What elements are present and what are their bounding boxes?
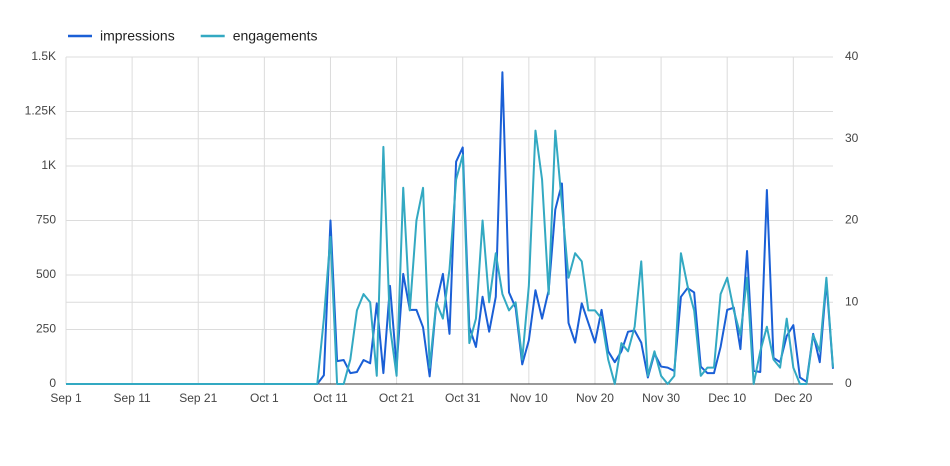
x-tick-label: Sep 21: [179, 391, 217, 405]
series-line: [66, 71, 834, 385]
y-tick-label: 750: [36, 213, 56, 227]
y-tick-label: 1K: [41, 158, 56, 172]
x-tick-label: Dec 10: [708, 391, 746, 405]
x-tick-label: Nov 10: [510, 391, 548, 405]
y2-tick-label: 10: [845, 294, 859, 308]
x-tick-label: Oct 31: [445, 391, 481, 405]
y2-tick-label: 0: [845, 376, 852, 390]
legend-label: impressions: [100, 28, 175, 44]
x-tick-label: Oct 1: [250, 391, 279, 405]
x-tick-label: Oct 11: [313, 391, 348, 405]
x-tick-label: Sep 1: [50, 391, 82, 405]
legend-label: engagements: [233, 28, 318, 44]
y-tick-label: 1.25K: [25, 104, 56, 118]
x-tick-label: Sep 11: [114, 391, 151, 405]
series-line: [66, 129, 834, 385]
y-tick-label: 250: [36, 322, 56, 336]
y2-tick-label: 40: [845, 49, 859, 63]
x-tick-label: Oct 21: [379, 391, 415, 405]
y-tick-label: 0: [49, 376, 56, 390]
y2-tick-label: 30: [845, 131, 859, 145]
y-tick-label: 500: [36, 267, 56, 281]
x-tick-label: Nov 30: [642, 391, 680, 405]
x-tick-label: Dec 20: [774, 391, 812, 405]
y2-tick-label: 20: [845, 213, 859, 227]
x-tick-label: Nov 20: [576, 391, 614, 405]
y-tick-label: 1.5K: [31, 49, 56, 63]
